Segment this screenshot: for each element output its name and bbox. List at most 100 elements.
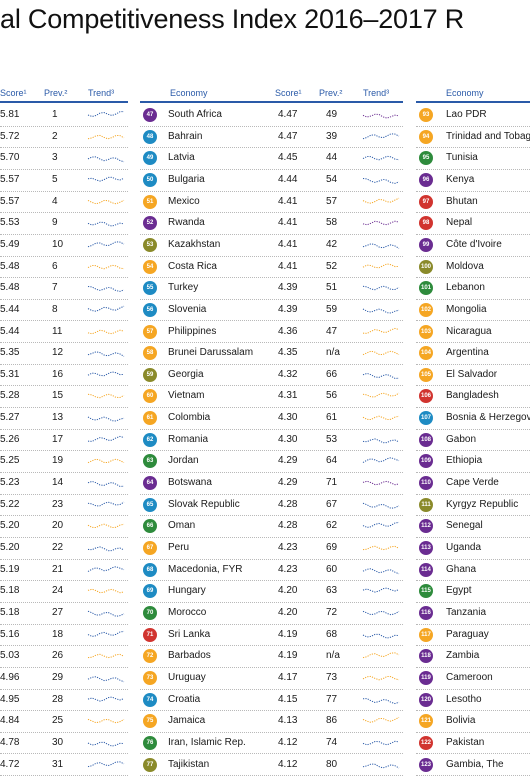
prev-rank: 67 <box>326 498 338 510</box>
rank-badge: 75 <box>143 714 157 729</box>
economy-name: Kenya <box>446 173 475 185</box>
table-row: 5.27 13 <box>0 408 128 430</box>
trend-sparkline <box>362 567 400 574</box>
score-value: 4.72 <box>0 758 20 770</box>
rank-badge: 63 <box>143 454 157 469</box>
table-row: 54 Costa Rica 4.41 52 <box>140 257 403 279</box>
trend-line <box>362 522 400 529</box>
economy-name: Bahrain <box>168 130 203 142</box>
trend-line <box>362 372 400 379</box>
trend-line <box>87 524 125 529</box>
trend-sparkline <box>362 502 400 509</box>
table-row: 98 Nepal <box>416 213 530 235</box>
prev-rank: 63 <box>326 585 338 597</box>
trend-line <box>362 308 400 314</box>
trend-sparkline <box>87 480 125 487</box>
trend-line <box>362 438 400 443</box>
table-row: 5.49 10 <box>0 235 128 257</box>
economy-name: Bangladesh <box>446 390 499 402</box>
table-row: 5.72 2 <box>0 127 128 149</box>
score-value: 5.81 <box>0 109 20 120</box>
economy-name: Nepal <box>446 217 473 229</box>
trend-line <box>362 762 400 769</box>
trend-line <box>362 197 400 204</box>
prev-rank: 16 <box>52 368 64 380</box>
trend-sparkline <box>362 327 400 334</box>
trend-line <box>362 243 400 249</box>
table-row: 110 Cape Verde <box>416 473 530 495</box>
economy-name: Rwanda <box>168 217 205 229</box>
table-row: 59 Georgia 4.32 66 <box>140 365 403 387</box>
table-row: 4.95 28 <box>0 690 128 712</box>
table-row: 4.96 29 <box>0 668 128 690</box>
table-row: 5.26 17 <box>0 430 128 452</box>
rank-badge: 50 <box>143 172 157 187</box>
left-header-rule <box>0 101 128 103</box>
trend-line <box>362 633 400 639</box>
trend-sparkline <box>362 480 400 486</box>
prev-rank: 5 <box>52 173 58 185</box>
score-value: 5.28 <box>0 390 20 402</box>
table-row: 72 Barbados 4.19 n/a <box>140 646 403 668</box>
economy-name: Vietnam <box>168 390 205 402</box>
table-row: 95 Tunisia <box>416 148 530 170</box>
trend-sparkline <box>87 741 125 747</box>
table-row: 123 Gambia, The <box>416 755 530 776</box>
rank-badge: 117 <box>419 627 433 642</box>
economy-name: Iran, Islamic Rep. <box>168 736 246 748</box>
table-row: 5.19 21 <box>0 560 128 582</box>
trend-sparkline <box>362 652 400 659</box>
rank-badge: 47 <box>143 108 157 122</box>
table-row: 64 Botswana 4.29 71 <box>140 473 403 495</box>
trend-sparkline <box>362 415 400 421</box>
table-row: 99 Côte d'Ivoire <box>416 235 530 257</box>
score-value: 4.19 <box>278 628 298 640</box>
table-row: 68 Macedonia, FYR 4.23 60 <box>140 560 403 582</box>
table-row: 104 Argentina <box>416 343 530 365</box>
table-row: 5.70 3 <box>0 148 128 170</box>
trend-line <box>362 545 400 551</box>
trend-line <box>362 717 400 724</box>
trend-line <box>362 480 400 486</box>
economy-name: Jamaica <box>168 715 206 727</box>
table-row: 96 Kenya <box>416 170 530 192</box>
trend-line <box>362 457 400 464</box>
rank-badge: 118 <box>419 649 433 664</box>
score-value: 5.19 <box>0 563 20 575</box>
score-value: 5.26 <box>0 433 20 445</box>
rank-badge: 56 <box>143 302 157 317</box>
left-score-header: Score¹ <box>0 88 27 98</box>
score-value: 5.53 <box>0 217 20 229</box>
prev-rank: 11 <box>52 325 63 337</box>
economy-name: Nicaragua <box>446 325 492 337</box>
trend-sparkline <box>87 630 125 637</box>
trend-line <box>87 176 125 182</box>
score-value: 4.31 <box>278 390 298 402</box>
table-row: 70 Morocco 4.20 72 <box>140 603 403 625</box>
table-row: 52 Rwanda 4.41 58 <box>140 213 403 235</box>
economy-name: Latvia <box>168 152 195 164</box>
prev-rank: 69 <box>326 542 338 553</box>
rank-badge: 73 <box>143 670 157 685</box>
economy-name: Trinidad and Tobago <box>446 130 530 142</box>
economy-name: Botswana <box>168 477 212 489</box>
rank-badge: 55 <box>143 281 157 296</box>
trend-line <box>87 760 125 767</box>
middle-score-header: Score¹ <box>275 88 302 98</box>
prev-rank: 19 <box>52 455 64 467</box>
prev-rank: 53 <box>326 433 338 445</box>
table-row: 5.20 22 <box>0 538 128 560</box>
table-row: 47 South Africa 4.47 49 <box>140 105 403 127</box>
trend-line <box>87 241 125 248</box>
left-trend-header: Trend³ <box>88 88 115 98</box>
trend-line <box>362 675 400 681</box>
prev-rank: 72 <box>326 606 338 618</box>
table-row: 48 Bahrain 4.47 39 <box>140 127 403 149</box>
economy-name: Barbados <box>168 650 211 662</box>
trend-line <box>87 371 125 377</box>
table-row: 51 Mexico 4.41 57 <box>140 192 403 214</box>
trend-line <box>87 459 125 464</box>
table-row: 120 Lesotho <box>416 690 530 712</box>
economy-name: Oman <box>168 520 196 532</box>
trend-line <box>87 696 125 702</box>
